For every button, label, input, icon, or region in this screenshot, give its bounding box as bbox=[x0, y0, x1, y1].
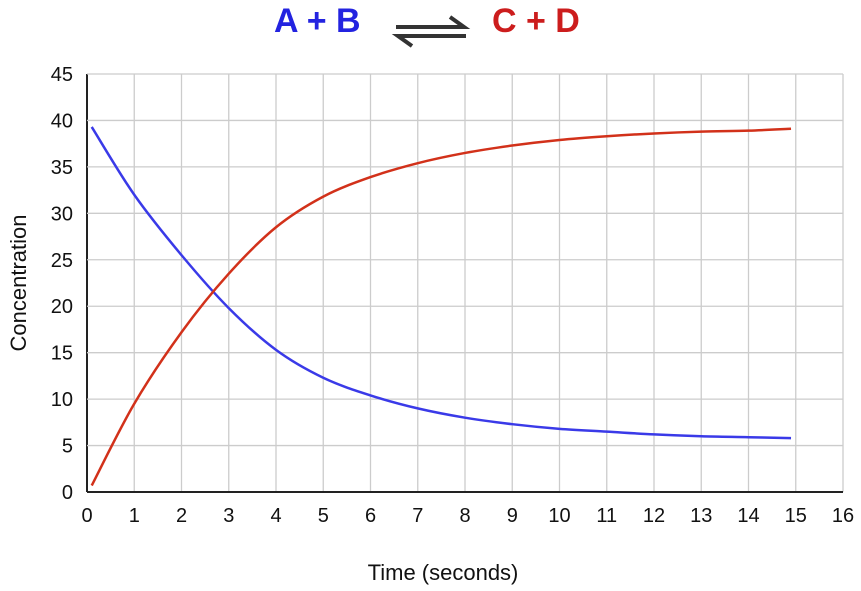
x-axis-label: Time (seconds) bbox=[368, 560, 519, 585]
y-tick-label: 25 bbox=[51, 250, 73, 272]
x-tick-label: 1 bbox=[129, 505, 140, 527]
x-tick-label: 15 bbox=[785, 505, 807, 527]
y-tick-label: 40 bbox=[51, 110, 73, 132]
y-tick-label: 20 bbox=[51, 296, 73, 318]
y-tick-label: 35 bbox=[51, 157, 73, 179]
x-tick-label: 3 bbox=[223, 505, 234, 527]
equilibrium-arrows-icon bbox=[391, 15, 471, 48]
y-tick-label: 5 bbox=[62, 436, 73, 458]
y-tick-label: 30 bbox=[51, 203, 73, 225]
x-tick-label: 11 bbox=[596, 505, 617, 527]
x-tick-label: 6 bbox=[365, 505, 376, 527]
x-tick-label: 9 bbox=[507, 505, 518, 527]
x-tick-label: 4 bbox=[270, 505, 281, 527]
x-tick-label: 16 bbox=[832, 505, 854, 527]
series-line-products bbox=[90, 127, 792, 487]
title-products: C + D bbox=[492, 2, 580, 40]
y-tick-label: 45 bbox=[51, 64, 73, 86]
x-tick-label: 12 bbox=[643, 505, 665, 527]
x-tick-label: 13 bbox=[690, 505, 712, 527]
x-tick-label: 7 bbox=[412, 505, 423, 527]
y-tick-label: 0 bbox=[62, 482, 73, 504]
y-tick-label: 15 bbox=[51, 343, 73, 365]
x-tick-label: 14 bbox=[737, 505, 759, 527]
x-tick-label: 0 bbox=[81, 505, 92, 527]
x-tick-label: 8 bbox=[459, 505, 470, 527]
y-axis-label: Concentration bbox=[6, 215, 31, 352]
y-tick-label: 10 bbox=[51, 389, 73, 411]
series-line-reactants bbox=[90, 126, 792, 440]
title-reactants: A + B bbox=[274, 2, 361, 40]
x-tick-label: 5 bbox=[318, 505, 329, 527]
x-tick-label: 2 bbox=[176, 505, 187, 527]
x-tick-label: 10 bbox=[548, 505, 570, 527]
